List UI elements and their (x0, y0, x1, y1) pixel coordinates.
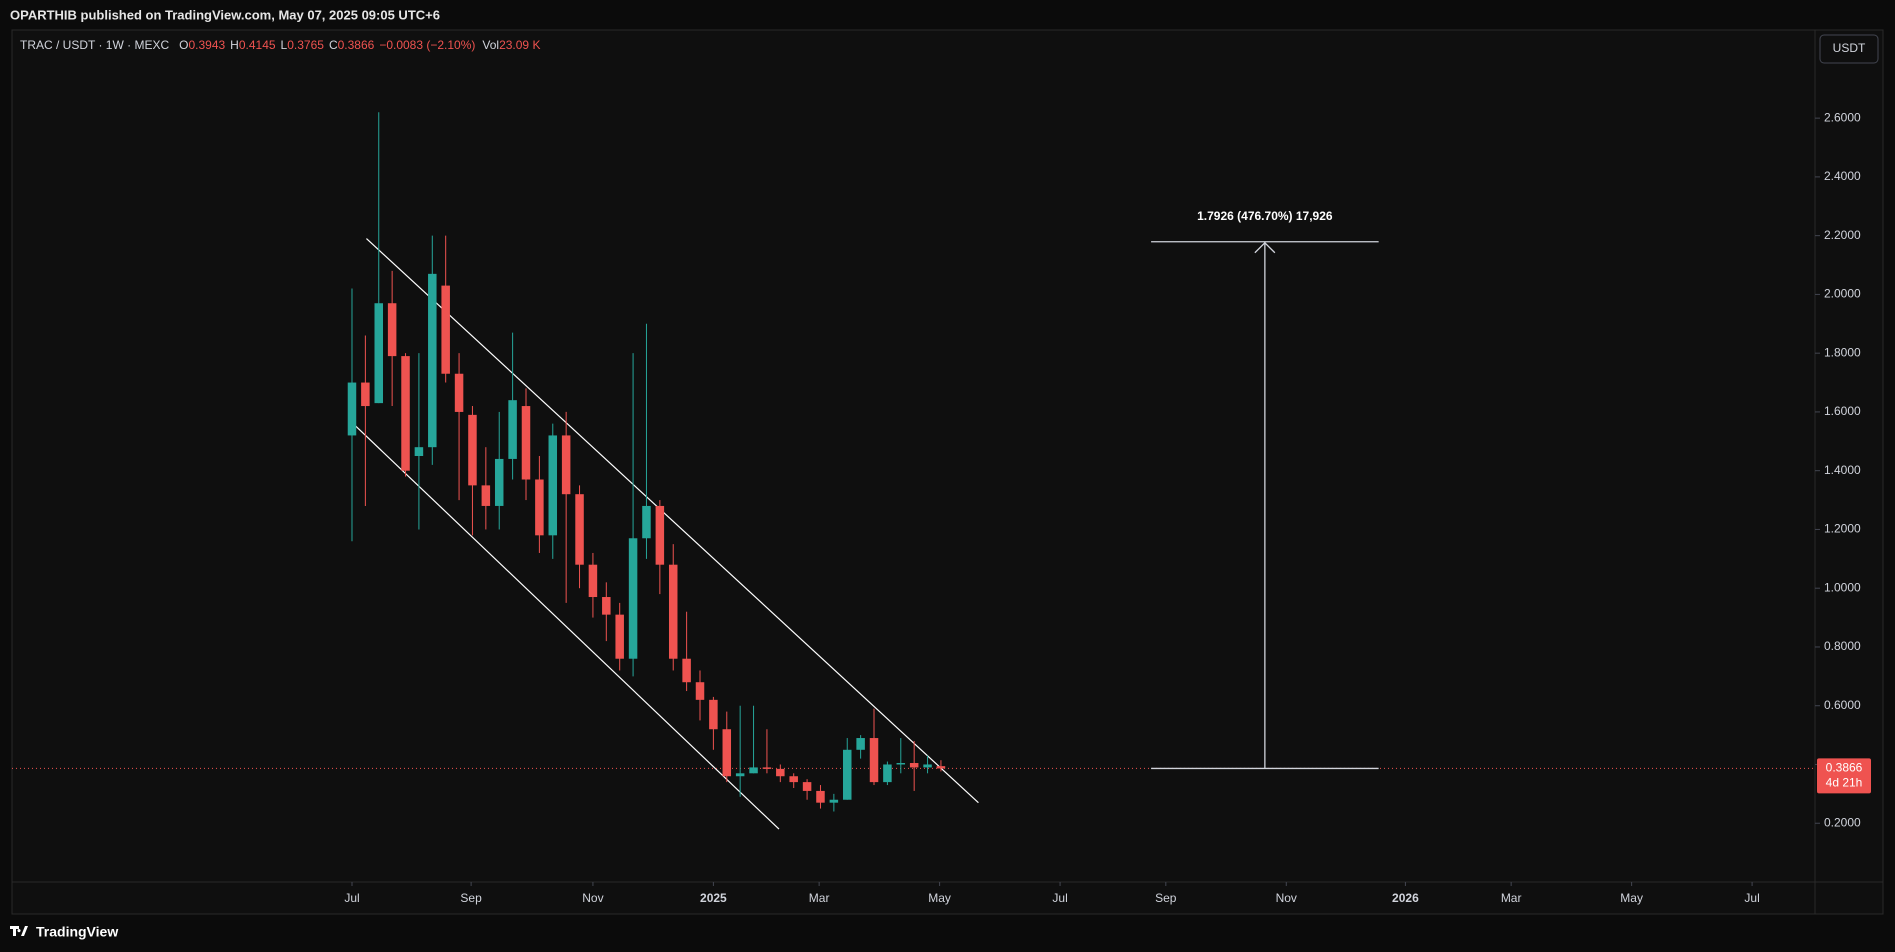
candle-body (695, 682, 705, 700)
trendline (352, 423, 780, 830)
x-tick-label: May (1620, 891, 1643, 905)
measure-arrow-head (1254, 241, 1276, 254)
y-tick-label: 2.6000 (1824, 110, 1861, 124)
legend-change: −0.0083 (−2.10%) (379, 38, 475, 52)
candle-body (735, 773, 745, 777)
publisher: OPARTHIB published on TradingView.com, M… (10, 7, 440, 22)
y-tick-label: 2.0000 (1824, 287, 1861, 301)
candle-body (883, 764, 892, 783)
candle-body (347, 382, 357, 436)
y-tick-label: 2.2000 (1824, 228, 1861, 242)
trendline (366, 238, 979, 804)
chart-frame (11, 29, 1884, 915)
x-tick-label: Jul (344, 891, 359, 905)
x-tick-label: Jul (1052, 891, 1067, 905)
y-tick-label: 1.6000 (1824, 404, 1861, 418)
x-tick-label: Jul (1744, 891, 1759, 905)
candle-body (414, 447, 424, 456)
x-tick-label: Nov (1276, 891, 1297, 905)
candle-body (869, 738, 879, 783)
tv-logo-mark (10, 926, 28, 936)
candle-body (548, 435, 558, 536)
candle-body (722, 729, 732, 777)
x-tick-label: Mar (1501, 891, 1522, 905)
candle-body (508, 400, 517, 459)
candle-body (829, 799, 839, 803)
candle-body (494, 458, 504, 506)
x-tick-label: 2026 (1392, 891, 1419, 905)
legend-volume: 23.09 K (499, 38, 540, 52)
legend: TRAC / USDT · 1W · MEXC O0.3943 H0.4145 L0.… (20, 38, 540, 52)
candle-body (655, 505, 665, 565)
candle-body (642, 505, 651, 539)
candle-body (749, 767, 758, 774)
candle-body (535, 479, 544, 536)
candle-body (776, 768, 785, 777)
candle-body (923, 764, 932, 768)
y-tick-label: 0.6000 (1824, 698, 1861, 712)
candle-body (896, 763, 906, 765)
currency-label[interactable]: USDT (1833, 41, 1866, 55)
currency-button[interactable] (1819, 34, 1879, 64)
candle-body (374, 303, 384, 404)
candle-body (762, 767, 772, 769)
candle-body (909, 763, 919, 768)
candle-body (615, 614, 624, 659)
x-tick-label: Sep (460, 891, 482, 905)
candle-body (468, 414, 477, 486)
countdown-label: 4d 21h (1826, 776, 1863, 790)
x-tick-label: Nov (582, 891, 603, 905)
legend-value: 0.3866 (338, 38, 375, 52)
candle-body (521, 406, 531, 480)
legend-key: O (179, 38, 188, 52)
x-tick-label: Sep (1155, 891, 1177, 905)
candle-body (842, 749, 852, 800)
x-tick-label: Mar (809, 891, 830, 905)
candle-body (575, 494, 584, 565)
candle-body (628, 538, 638, 659)
y-tick-label: 1.4000 (1824, 463, 1861, 477)
candle-body (602, 597, 611, 615)
y-tick-label: 1.2000 (1824, 522, 1861, 536)
candle-body (428, 273, 437, 448)
candle-body (709, 699, 718, 730)
candle-body (789, 776, 798, 783)
candle-body (441, 285, 450, 374)
legend-volume-key: Vol (482, 38, 499, 52)
candle-body (936, 766, 946, 769)
candle-body (361, 382, 370, 407)
legend-value: 0.3943 (188, 38, 225, 52)
brand: TradingView (36, 924, 118, 940)
y-tick-label: 0.2000 (1824, 815, 1861, 829)
candle-body (856, 738, 865, 750)
last-price-badge (1817, 758, 1871, 794)
candle-body (387, 303, 397, 357)
candle-body (454, 373, 464, 412)
x-tick-label: May (928, 891, 951, 905)
legend-key: C (329, 38, 338, 52)
candle-body (401, 356, 410, 471)
candle-body (802, 782, 812, 791)
y-tick-label: 0.8000 (1824, 639, 1861, 653)
legend-value: 0.4145 (239, 38, 276, 52)
y-tick-label: 1.0000 (1824, 580, 1861, 594)
candle-body (481, 485, 491, 506)
legend-key: L (281, 38, 288, 52)
candle-body (561, 435, 571, 495)
tv-logo (10, 926, 28, 936)
y-tick-label: 2.4000 (1824, 169, 1861, 183)
candle-body (668, 564, 678, 659)
legend-value: 0.3765 (287, 38, 324, 52)
y-tick-label: 1.8000 (1824, 345, 1861, 359)
candle-body (682, 658, 691, 683)
last-price-label: 0.3866 (1826, 761, 1863, 775)
legend-symbol: TRAC / USDT · 1W · MEXC (20, 38, 169, 52)
candle-body (816, 790, 825, 803)
measure-label: 1.7926 (476.70%) 17,926 (1197, 209, 1333, 223)
candle-body (588, 564, 598, 598)
legend-key: H (230, 38, 239, 52)
x-tick-label: 2025 (700, 891, 727, 905)
